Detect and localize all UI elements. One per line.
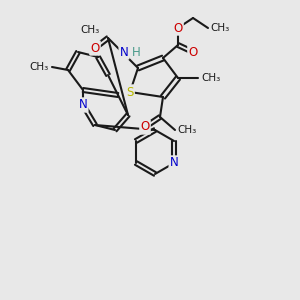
Text: N: N bbox=[170, 157, 178, 169]
Text: CH₃: CH₃ bbox=[177, 125, 196, 135]
Text: O: O bbox=[140, 121, 150, 134]
Text: CH₃: CH₃ bbox=[30, 62, 49, 72]
Text: O: O bbox=[173, 22, 183, 34]
Text: CH₃: CH₃ bbox=[80, 25, 100, 35]
Text: O: O bbox=[188, 46, 198, 59]
Text: N: N bbox=[120, 46, 128, 59]
Text: CH₃: CH₃ bbox=[210, 23, 229, 33]
Text: O: O bbox=[90, 41, 100, 55]
Text: H: H bbox=[132, 46, 141, 59]
Text: CH₃: CH₃ bbox=[201, 73, 220, 83]
Text: S: S bbox=[126, 85, 134, 98]
Text: N: N bbox=[79, 98, 87, 112]
